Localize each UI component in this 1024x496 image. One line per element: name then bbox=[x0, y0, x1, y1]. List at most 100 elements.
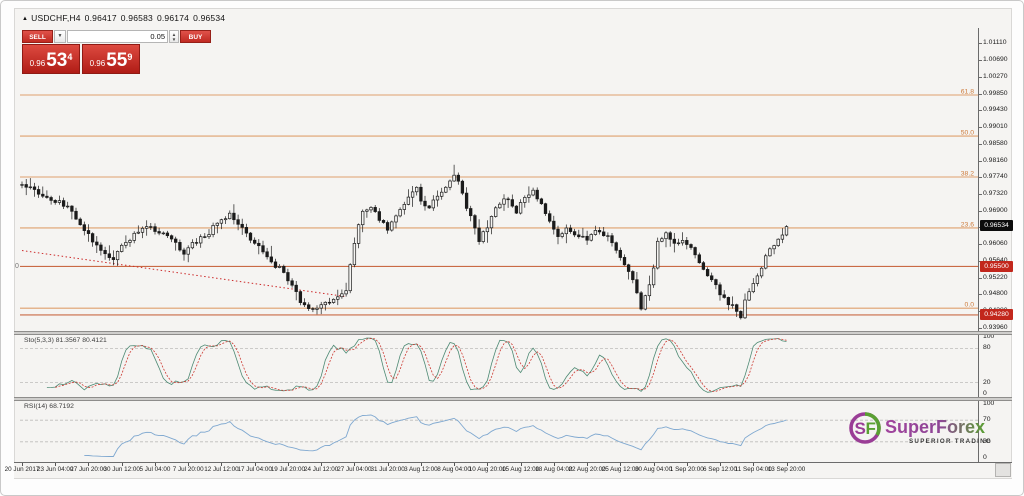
sell-price-box[interactable]: 0.96 53 4 bbox=[22, 44, 80, 74]
stoch-main-line bbox=[46, 337, 787, 393]
logo-circle-green-arc bbox=[864, 412, 881, 436]
rsi-line bbox=[84, 414, 787, 457]
price-tick-label: 0.99010 bbox=[983, 122, 1008, 130]
buy-price-pip: 9 bbox=[127, 52, 133, 62]
price-axis[interactable]: 1.01110 1.00690 1.00270 0.99850 0.99430 0.990… bbox=[978, 28, 1023, 462]
ohlc-low: 0.96174 bbox=[156, 13, 190, 23]
price-tick-label: 0.96900 bbox=[983, 206, 1008, 214]
symbol-timeframe: USDCHF,H4 bbox=[31, 13, 81, 23]
ohlc-high: 0.96583 bbox=[120, 13, 153, 23]
buy-button[interactable]: BUY bbox=[180, 30, 211, 43]
stepper-up-icon[interactable]: ▲ bbox=[171, 32, 177, 37]
time-tick bbox=[487, 463, 489, 466]
time-axis[interactable]: 20 Jun 2017 23 Jun 04:00 27 Jun 20:00 30 Ju… bbox=[5, 462, 1012, 478]
price-tick bbox=[979, 144, 982, 146]
ohlc-open: 0.96417 bbox=[84, 13, 117, 23]
logo-tagline: SUPERIOR TRADING bbox=[909, 438, 992, 445]
panel-separator[interactable] bbox=[14, 397, 1012, 401]
time-tick bbox=[720, 463, 722, 466]
stoch-signal-line bbox=[55, 338, 787, 392]
price-tick bbox=[979, 277, 982, 279]
time-label: 22 Aug 20:00 bbox=[568, 466, 606, 473]
time-label: 5 Jul 04:00 bbox=[139, 466, 171, 473]
price-tick-label: 0.96060 bbox=[983, 240, 1008, 248]
stoch-axis-label: 0 bbox=[983, 390, 987, 397]
price-tick-label: 0.98580 bbox=[983, 140, 1008, 148]
time-tick bbox=[221, 463, 223, 466]
price-tick bbox=[979, 177, 982, 179]
price-tick-label: 0.97740 bbox=[983, 173, 1008, 181]
sell-button[interactable]: SELL bbox=[22, 30, 53, 43]
volume-stepper[interactable]: ▲ ▼ bbox=[169, 30, 179, 43]
time-label: 15 Aug 12:00 bbox=[502, 466, 540, 473]
sell-price-pip: 4 bbox=[67, 52, 73, 62]
axis-corner-box bbox=[995, 463, 1011, 477]
time-label: 27 Jun 20:00 bbox=[70, 466, 107, 473]
price-tick-label: 0.98160 bbox=[983, 156, 1008, 164]
time-tick bbox=[620, 463, 622, 466]
price-tick-label: 0.99850 bbox=[983, 89, 1008, 97]
stoch-axis-label: 100 bbox=[983, 333, 995, 340]
time-label: 12 Jul 12:00 bbox=[204, 466, 239, 473]
time-label: 24 Jul 12:00 bbox=[304, 466, 339, 473]
volume-input[interactable] bbox=[67, 30, 168, 43]
price-tick-label: 1.00690 bbox=[983, 56, 1008, 64]
time-label: 31 Jul 20:00 bbox=[370, 466, 405, 473]
time-tick bbox=[354, 463, 356, 466]
collapse-panel-icon[interactable]: ▲ bbox=[22, 16, 29, 22]
support-price-badge: 0.94280 bbox=[980, 309, 1013, 321]
rsi-panel[interactable] bbox=[20, 402, 978, 460]
panel-separator[interactable] bbox=[14, 331, 1012, 335]
time-label: 25 Aug 12:00 bbox=[601, 466, 639, 473]
time-label: 6 Sep 12:00 bbox=[703, 466, 738, 473]
buy-price-digits: 55 bbox=[106, 50, 128, 71]
time-label: 19 Jul 20:00 bbox=[270, 466, 306, 473]
buy-price-prefix: 0.96 bbox=[89, 59, 106, 68]
time-tick bbox=[154, 463, 156, 466]
current-price-badge: 0.96534 bbox=[980, 219, 1013, 231]
time-tick bbox=[454, 463, 456, 466]
descending-trendline[interactable] bbox=[21, 250, 347, 298]
time-tick bbox=[520, 463, 522, 466]
stoch-axis-label: 20 bbox=[983, 378, 991, 386]
price-tick bbox=[979, 43, 982, 45]
fib-label: 0.0 bbox=[965, 302, 975, 309]
price-tick-label: 1.00270 bbox=[983, 72, 1008, 80]
time-tick bbox=[287, 463, 289, 466]
rsi-axis-label: 0 bbox=[983, 454, 987, 461]
time-tick bbox=[321, 463, 323, 466]
stochastic-panel[interactable] bbox=[20, 336, 978, 396]
time-tick bbox=[653, 463, 655, 466]
price-tick-label: 0.99430 bbox=[983, 106, 1008, 114]
time-label: 17 Jul 04:00 bbox=[237, 466, 272, 473]
stepper-down-icon[interactable]: ▼ bbox=[171, 37, 177, 42]
time-label: 13 Sep 20:00 bbox=[767, 466, 806, 473]
support-price-badge: 0.95500 bbox=[980, 260, 1013, 272]
time-label: 23 Jun 04:00 bbox=[37, 466, 74, 473]
price-tick-label: 0.93960 bbox=[983, 323, 1008, 331]
time-label: 7 Jul 20:00 bbox=[172, 466, 204, 473]
superforex-logo: S F SuperForex SUPERIOR TRADING bbox=[849, 412, 992, 445]
time-label: 27 Jul 04:00 bbox=[337, 466, 372, 473]
stoch-axis-label: 80 bbox=[983, 344, 991, 352]
price-tick bbox=[979, 244, 982, 246]
time-tick bbox=[22, 463, 23, 466]
price-tick-label: 1.01110 bbox=[983, 39, 1007, 47]
price-tick-label: 0.95220 bbox=[983, 273, 1008, 281]
rsi-axis-label: 30 bbox=[983, 437, 991, 445]
logo-monogram-f: F bbox=[866, 419, 876, 438]
time-tick bbox=[254, 463, 256, 466]
time-tick bbox=[686, 463, 688, 466]
buy-price-box[interactable]: 0.96 55 9 bbox=[82, 44, 140, 74]
order-type-dropdown[interactable]: ▼ bbox=[54, 30, 66, 43]
time-tick bbox=[55, 463, 57, 466]
time-label: 11 Sep 04:00 bbox=[734, 466, 772, 473]
fib-label: 38.2 bbox=[961, 171, 974, 178]
logo-name: SuperForex bbox=[885, 417, 985, 437]
candlesticks bbox=[20, 164, 789, 320]
price-tick bbox=[979, 194, 982, 196]
sell-price-digits: 53 bbox=[46, 50, 68, 71]
main-price-chart[interactable]: 61.8 50.0 38.2 23.6 0.0 bbox=[20, 28, 978, 332]
time-tick bbox=[553, 463, 555, 466]
